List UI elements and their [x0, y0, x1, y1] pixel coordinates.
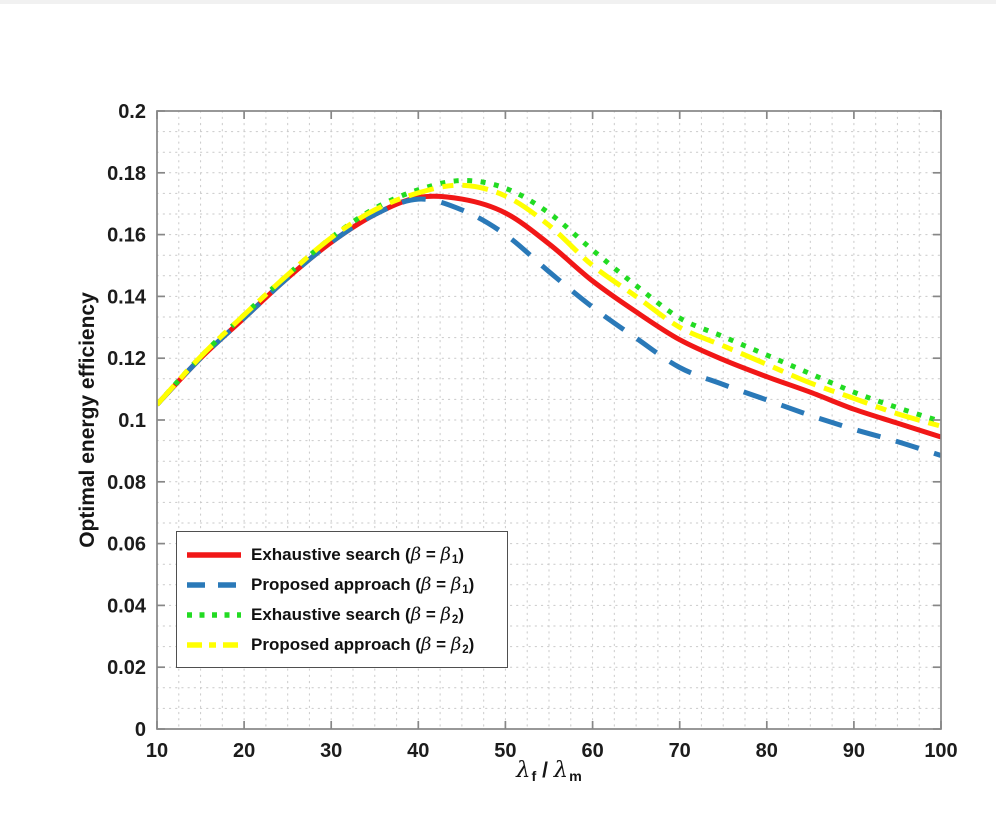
y-tick-label: 0.14	[107, 286, 147, 308]
x-tick-label: 50	[494, 740, 516, 762]
legend-item-1: Proposed approach (β = β1)	[177, 574, 507, 597]
legend-label: Proposed approach (β = β2)	[251, 634, 475, 657]
y-tick-label: 0.16	[107, 225, 146, 247]
y-tick-label: 0.12	[107, 348, 146, 370]
series-line-1	[157, 196, 941, 458]
y-axis-label: Optimal energy efficiency	[76, 292, 99, 548]
x-tick-label: 70	[669, 740, 691, 762]
legend-label: Exhaustive search (β = β1)	[251, 544, 465, 567]
x-tick-label: 60	[581, 740, 603, 762]
y-tick-label: 0.2	[118, 101, 146, 123]
x-tick-label: 80	[756, 740, 778, 762]
x-tick-label: 30	[320, 740, 342, 762]
page-edge-strip	[0, 0, 996, 4]
y-tick-label: 0.1	[118, 410, 146, 432]
series-lines	[157, 177, 941, 458]
legend-label: Exhaustive search (β = β2)	[251, 604, 465, 627]
y-tick-label: 0.04	[107, 595, 147, 617]
y-tick-label: 0.08	[107, 472, 146, 494]
legend-item-3: Proposed approach (β = β2)	[177, 634, 507, 657]
x-tick-label: 10	[146, 740, 168, 762]
series-line-3	[157, 182, 941, 429]
x-tick-label: 40	[407, 740, 429, 762]
legend-line-swatch	[187, 581, 241, 588]
legend: Exhaustive search (β = β1) Proposed appro…	[176, 531, 508, 668]
legend-line-swatch	[187, 641, 241, 648]
legend-line-swatch	[187, 551, 241, 558]
axis-ticks	[156, 110, 942, 730]
legend-label: Proposed approach (β = β1)	[251, 574, 475, 597]
y-tick-label: 0.02	[107, 657, 146, 679]
tick-labels: 10 20 30 40 50 60 70 80 90 100 0 0.02 0.04 0.06 0.08 0.…	[107, 101, 958, 762]
legend-item-0: Exhaustive search (β = β1)	[177, 544, 507, 567]
x-tick-label: 90	[843, 740, 865, 762]
x-tick-label: 20	[233, 740, 255, 762]
y-tick-label: 0	[135, 719, 146, 741]
x-axis-label: λf / λm	[516, 757, 582, 786]
y-tick-label: 0.18	[107, 163, 146, 185]
y-tick-label: 0.06	[107, 534, 146, 556]
x-tick-label: 100	[924, 740, 957, 762]
legend-line-swatch	[187, 611, 241, 618]
legend-item-2: Exhaustive search (β = β2)	[177, 604, 507, 627]
